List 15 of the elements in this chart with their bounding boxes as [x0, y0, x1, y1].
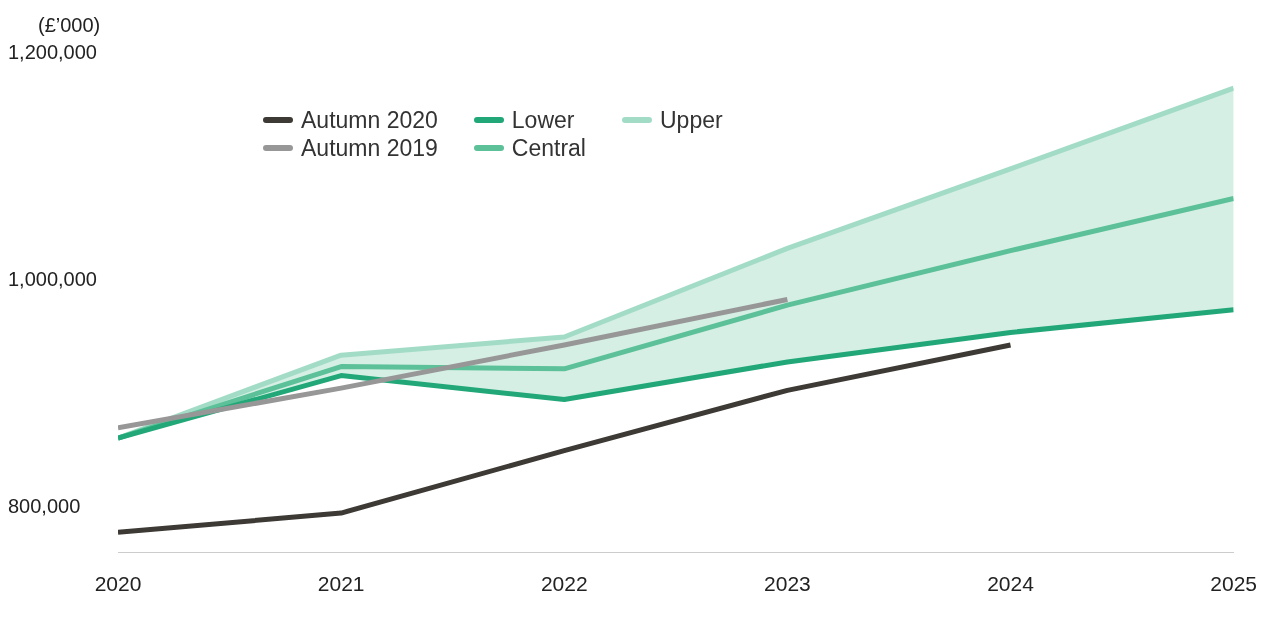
- x-tick-label: 2023: [764, 572, 811, 596]
- y-tick-label: 1,200,000: [8, 40, 97, 63]
- x-tick-label: 2024: [987, 572, 1035, 596]
- legend-label: Upper: [659, 106, 723, 134]
- legend-label: Central: [511, 134, 586, 162]
- x-tick-label: 2020: [94, 572, 142, 596]
- legend-label: Lower: [511, 106, 575, 134]
- legend-label: Autumn 2019: [301, 134, 438, 162]
- x-tick-label: 2021: [317, 572, 365, 596]
- x-tick-label: 2025: [1210, 572, 1257, 596]
- legend-label: Autumn 2020: [301, 106, 438, 134]
- y-axis-title: (£’000): [38, 13, 101, 36]
- x-tick-label: 2022: [540, 572, 588, 596]
- y-tick-label: 800,000: [8, 494, 81, 517]
- y-tick-label: 1,000,000: [8, 267, 97, 290]
